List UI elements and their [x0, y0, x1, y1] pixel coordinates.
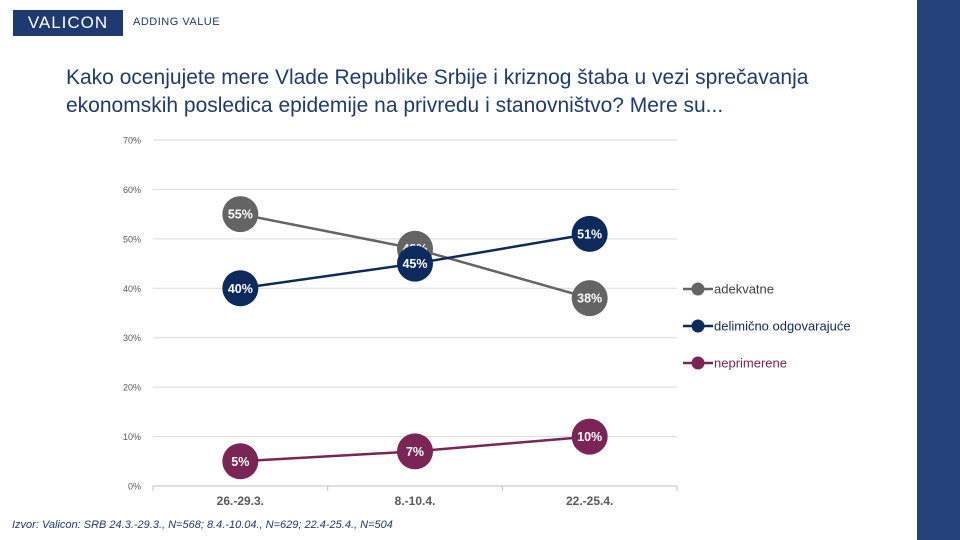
data-point — [222, 196, 259, 233]
data-label: 38% — [577, 292, 602, 306]
source-note: Izvor: Valicon: SRB 24.3.-29.3., N=568; … — [12, 519, 393, 531]
y-axis: 0% 10% 20% 30% 40% 50% 60% 70% — [123, 136, 141, 492]
y-tick-label: 10% — [123, 432, 141, 442]
legend: adekvatne delimično odgovarajuće neprimere… — [683, 282, 851, 371]
y-tick-label: 70% — [123, 136, 141, 146]
y-tick-label: 60% — [123, 185, 141, 195]
data-point — [397, 433, 433, 470]
data-point — [571, 215, 608, 252]
valicon-logo: VALICON — [13, 10, 123, 36]
chart-title: Kako ocenjujete mere Vlade Republike Srb… — [66, 66, 809, 117]
data-label: 10% — [577, 430, 602, 444]
data-label: 7% — [406, 445, 424, 459]
data-label: 40% — [228, 282, 253, 296]
legend-label: neprimerene — [714, 356, 787, 371]
series-markers: 55%48%38%40%45%51%5%7%10% — [222, 196, 608, 480]
data-point — [397, 245, 433, 282]
x-tick-label: 26.-29.3. — [217, 494, 264, 508]
y-tick-label: 0% — [128, 482, 141, 492]
logo-tagline: ADDING VALUE — [133, 16, 221, 28]
y-tick-label: 50% — [123, 234, 141, 244]
data-point — [571, 418, 608, 455]
data-label: 55% — [228, 208, 253, 222]
data-label: 51% — [577, 227, 602, 241]
data-point — [222, 443, 259, 480]
line-chart: 0% 10% 20% 30% 40% 50% 60% 70% 26.-29.3. 8.-10.4… — [123, 136, 851, 509]
legend-label: delimično odgovarajuće — [714, 319, 851, 334]
x-tick-label: 22.-25.4. — [566, 494, 613, 508]
legend-marker — [691, 282, 705, 296]
x-tick-label: 8.-10.4. — [395, 494, 436, 508]
legend-marker — [691, 319, 705, 333]
data-point — [222, 270, 259, 307]
y-tick-label: 30% — [123, 333, 141, 343]
data-label: 45% — [402, 257, 427, 271]
x-axis: 26.-29.3. 8.-10.4. 22.-25.4. — [152, 486, 678, 508]
y-tick-label: 20% — [123, 383, 141, 393]
legend-marker — [691, 356, 705, 370]
data-point — [571, 280, 608, 317]
data-label: 5% — [231, 455, 249, 469]
right-sidebar-band — [917, 0, 960, 540]
legend-label: adekvatne — [714, 282, 774, 297]
y-tick-label: 40% — [123, 284, 141, 294]
